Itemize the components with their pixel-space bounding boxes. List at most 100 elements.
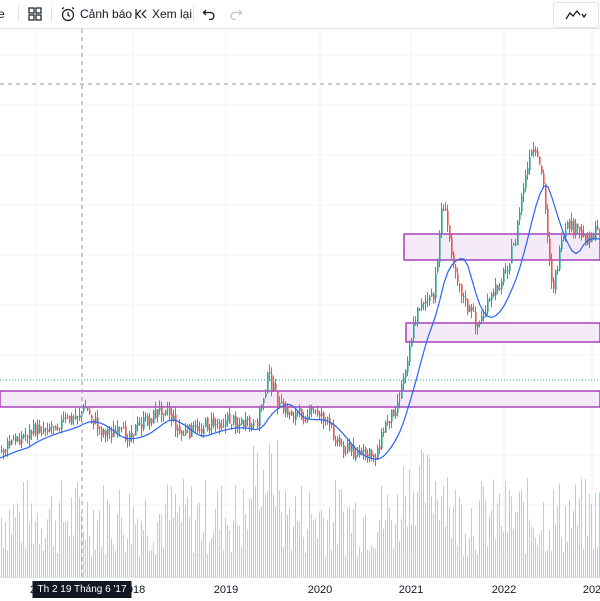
candle-body bbox=[329, 417, 331, 425]
volume-bar bbox=[35, 521, 36, 577]
candle-body bbox=[225, 420, 227, 427]
candle-body bbox=[347, 443, 349, 452]
candle-body bbox=[463, 296, 465, 298]
volume-bar bbox=[195, 519, 196, 577]
volume-bar bbox=[437, 499, 438, 577]
volume-bar bbox=[465, 533, 466, 577]
volume-bar bbox=[119, 489, 120, 577]
volume-bar bbox=[111, 538, 112, 577]
volume-bar bbox=[345, 555, 346, 577]
candle-body bbox=[549, 238, 551, 260]
volume-bar bbox=[3, 547, 4, 577]
volume-bar bbox=[547, 549, 548, 577]
volume-bar bbox=[223, 550, 224, 577]
candle-body bbox=[297, 411, 299, 414]
volume-bar bbox=[199, 502, 200, 577]
volume-bar bbox=[387, 494, 388, 577]
volume-bar bbox=[43, 550, 44, 577]
alert-button[interactable]: Cảnh báo bbox=[60, 0, 132, 28]
candle-body bbox=[451, 237, 453, 256]
candle-body bbox=[219, 422, 221, 429]
time-axis[interactable]: 20 2018 2019 2020 2021 2022 202 Th 2 19 … bbox=[0, 577, 600, 601]
candle-body bbox=[517, 221, 519, 246]
candle-body bbox=[565, 230, 567, 237]
candle-body bbox=[299, 407, 301, 412]
volume-bar bbox=[369, 550, 370, 577]
price-chart[interactable] bbox=[0, 29, 600, 577]
candle-body bbox=[529, 156, 531, 171]
redo-button[interactable] bbox=[229, 0, 243, 28]
volume-bar bbox=[329, 507, 330, 577]
candle-body bbox=[65, 417, 67, 419]
candle-body bbox=[427, 299, 429, 301]
candle-body bbox=[333, 425, 335, 440]
candle-body bbox=[287, 406, 289, 415]
candle-body bbox=[429, 296, 431, 301]
candle-body bbox=[263, 398, 265, 404]
candle-body bbox=[543, 173, 545, 184]
volume-bar bbox=[371, 545, 372, 577]
volume-bar bbox=[353, 509, 354, 577]
candle-body bbox=[593, 234, 595, 240]
replay-button[interactable]: Xem lại bbox=[134, 0, 192, 28]
chart-canvas[interactable] bbox=[0, 29, 600, 577]
volume-bar bbox=[499, 493, 500, 577]
candle-body bbox=[251, 424, 253, 430]
volume-bar bbox=[441, 496, 442, 577]
candle-body bbox=[37, 424, 39, 435]
candle-body bbox=[575, 223, 577, 235]
volume-bar bbox=[237, 524, 238, 577]
volume-bar bbox=[579, 498, 580, 577]
layout-grid-button[interactable] bbox=[28, 0, 42, 28]
volume-bar bbox=[229, 530, 230, 577]
candle-body bbox=[389, 421, 391, 424]
candle-body bbox=[155, 409, 157, 419]
undo-button[interactable] bbox=[202, 0, 216, 28]
chart-style-button[interactable] bbox=[553, 2, 599, 28]
volume-bar bbox=[299, 521, 300, 577]
toolbar-separator bbox=[193, 6, 194, 22]
candle-body bbox=[557, 269, 559, 272]
volume-bar bbox=[457, 546, 458, 577]
candle-body bbox=[473, 310, 475, 312]
volume-bar bbox=[157, 521, 158, 577]
volume-bar bbox=[269, 443, 270, 577]
toolbar-cut-label: e bbox=[0, 7, 5, 21]
volume-bar bbox=[235, 484, 236, 577]
volume-bar bbox=[69, 535, 70, 577]
candle-body bbox=[487, 299, 489, 312]
candle-body bbox=[135, 424, 137, 436]
volume-bar bbox=[315, 518, 316, 577]
volume-bar bbox=[99, 510, 100, 577]
candle-body bbox=[391, 410, 393, 422]
volume-bar bbox=[313, 519, 314, 577]
volume-bar bbox=[217, 490, 218, 577]
candle-body bbox=[537, 151, 539, 156]
volume-bar bbox=[461, 504, 462, 577]
volume-bar bbox=[131, 543, 132, 577]
candle-body bbox=[395, 412, 397, 417]
volume-bar bbox=[505, 481, 506, 577]
volume-bar bbox=[349, 506, 350, 577]
candle-body bbox=[327, 417, 329, 420]
volume-bar bbox=[201, 540, 202, 577]
volume-bar bbox=[383, 528, 384, 577]
volume-bar bbox=[519, 492, 520, 577]
candle-body bbox=[21, 435, 23, 443]
candle-body bbox=[275, 384, 277, 390]
candle-body bbox=[481, 316, 483, 322]
candle-body bbox=[39, 425, 41, 433]
candle-body bbox=[23, 434, 25, 438]
candle-body bbox=[573, 220, 575, 236]
candle-body bbox=[357, 451, 359, 456]
volume-bar bbox=[169, 520, 170, 577]
volume-bar bbox=[491, 510, 492, 577]
candle-body bbox=[195, 424, 197, 428]
candle-body bbox=[313, 410, 315, 412]
volume-bar bbox=[521, 490, 522, 577]
volume-bar bbox=[275, 506, 276, 577]
candle-body bbox=[201, 428, 203, 433]
volume-bar bbox=[447, 477, 448, 577]
volume-bar bbox=[541, 529, 542, 577]
candle-body bbox=[279, 402, 281, 407]
